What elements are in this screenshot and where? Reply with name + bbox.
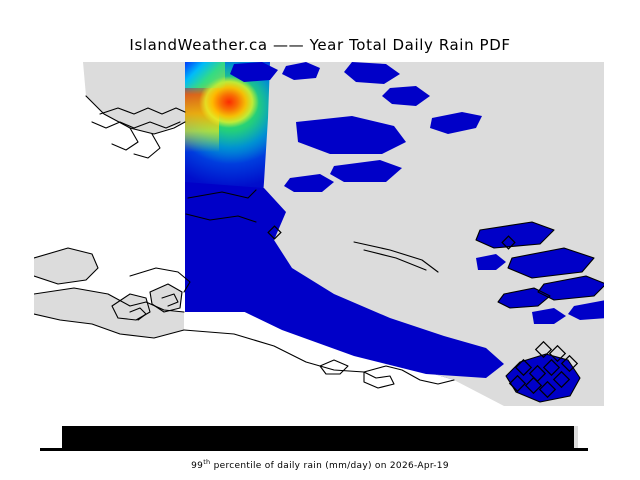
land-mainland-southwest <box>34 288 184 338</box>
coast-channel-2 <box>185 213 257 223</box>
island-chain-2 <box>508 248 594 278</box>
island-small-a <box>476 254 506 270</box>
island-arc <box>430 112 482 134</box>
rainfield-mask-bay <box>185 182 504 378</box>
coast-channel-3 <box>353 241 439 273</box>
coast-south-inlet <box>319 359 349 375</box>
map-panel[interactable] <box>34 62 604 406</box>
colorbar-caption: 99th percentile of daily rain (mm/day) o… <box>0 458 640 471</box>
coast-fjord-2 <box>91 121 181 129</box>
coast-west-1 <box>34 247 99 285</box>
page-title: IslandWeather.ca —— Year Total Daily Rai… <box>129 36 511 54</box>
caption-ordinal: th <box>203 458 211 466</box>
coast-se-lobe <box>505 353 581 403</box>
colorbar-axis-line <box>40 448 588 451</box>
coast-fjord-1 <box>99 107 186 115</box>
coast-chain-3 <box>537 275 604 301</box>
coastline-overlay <box>34 95 604 403</box>
coast-south-hook <box>363 371 395 389</box>
island-small-b <box>532 308 566 324</box>
land-peninsula-b <box>150 284 182 312</box>
coast-chain-2 <box>507 247 595 279</box>
coast-arc-sw <box>129 267 191 293</box>
colorbar-fill <box>62 426 574 448</box>
island-north-a <box>230 62 278 82</box>
coast-inlet-detail-b <box>161 293 179 307</box>
coast-nw-mainland <box>85 95 186 135</box>
colorbar-end-cap <box>574 426 578 448</box>
caption-prefix: 99 <box>191 461 204 471</box>
coast-peninsula-b <box>149 283 183 313</box>
landmass-overlay <box>34 62 604 406</box>
coast-channel-4 <box>363 249 427 271</box>
island-strip-b <box>284 174 334 192</box>
data-islands <box>230 62 604 402</box>
island-strip-a <box>330 160 402 182</box>
island-chain-1 <box>476 222 554 248</box>
island-se-lobe <box>506 354 580 402</box>
coast-inlet-detail-a <box>129 307 147 321</box>
coast-chain-1 <box>475 221 555 249</box>
island-north-c <box>344 62 400 84</box>
island-north-d <box>382 86 430 106</box>
coast-chain-4 <box>497 287 551 309</box>
coast-nw-inlet-a <box>111 127 139 151</box>
land-peninsula-a <box>112 294 150 320</box>
coast-west-3 <box>34 313 185 339</box>
island-main-ne <box>296 116 406 154</box>
coast-south-shore <box>183 329 455 385</box>
rain-layer-north <box>185 62 225 88</box>
land-mainland-west <box>34 248 98 284</box>
island-chain-5 <box>568 300 604 320</box>
caption-suffix: percentile of daily rain (mm/day) on 202… <box>210 461 449 471</box>
coast-nw-inlet-b <box>133 133 161 159</box>
ocean-nodata-strait <box>83 180 504 406</box>
coast-peninsula-a <box>111 293 151 321</box>
coast-west-2 <box>34 287 185 313</box>
island-north-b <box>282 62 320 80</box>
coast-channel-1 <box>187 189 257 199</box>
colorbar[interactable] <box>40 426 588 451</box>
